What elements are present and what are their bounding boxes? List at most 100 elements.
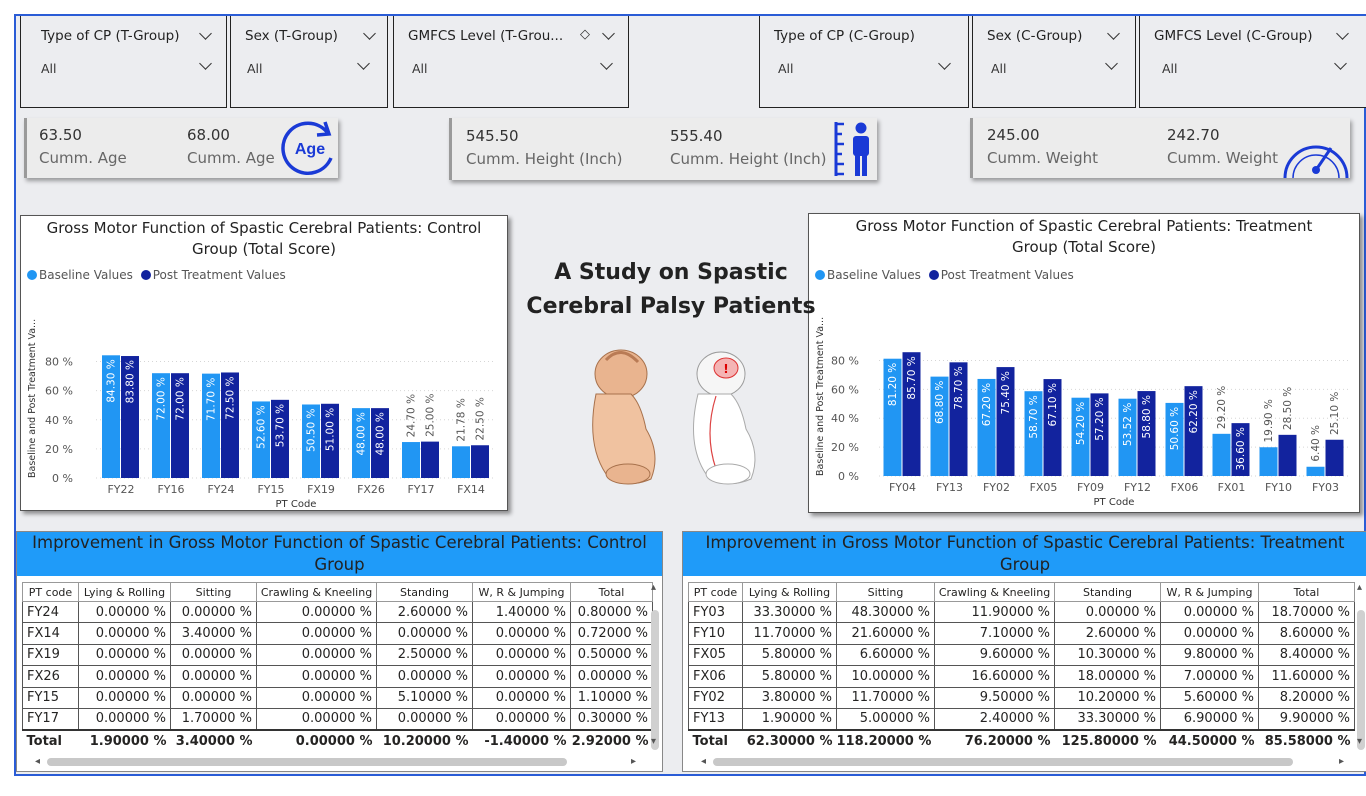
table-row[interactable]: FY13 1.90000 % 5.00000 % 2.40000 % 33.30000 … <box>688 707 1355 731</box>
x-axis-label: PT Code <box>276 499 317 510</box>
column-header[interactable]: PT code <box>688 582 743 602</box>
data-label: 19.90 % <box>1263 399 1275 442</box>
dropdown-chevron-icon[interactable] <box>600 56 613 72</box>
eraser-icon[interactable]: ◇ <box>580 27 590 42</box>
chevron-down-icon[interactable] <box>602 26 615 42</box>
table-row[interactable]: FY24 0.00000 % 0.00000 % 0.00000 % 2.60000 %… <box>22 600 653 624</box>
column-header[interactable]: PT code <box>22 582 79 602</box>
column-header[interactable]: Lying & Rolling <box>78 582 171 602</box>
chevron-down-icon[interactable] <box>1107 26 1120 42</box>
scroll-right-icon[interactable]: ▸ <box>1339 756 1345 767</box>
height-measure-icon <box>830 120 880 180</box>
bar-baseline-FY17 <box>402 442 420 478</box>
horizontal-scrollbar[interactable] <box>713 758 1293 766</box>
data-label: 67.10 % <box>1047 383 1059 426</box>
table-row[interactable]: FX26 0.00000 % 0.00000 % 0.00000 % 0.00000 %… <box>22 665 653 688</box>
table-cell: FX26 <box>22 665 79 688</box>
x-tick-label: FX01 <box>1218 481 1246 494</box>
table-cell: FY17 <box>22 707 79 731</box>
legend-post: Post Treatment Values <box>152 268 286 282</box>
bar-baseline-FX14 <box>452 446 470 478</box>
x-tick-label: FY13 <box>936 481 963 494</box>
column-header[interactable]: Standing <box>376 582 473 602</box>
column-header[interactable]: Lying & Rolling <box>742 582 837 602</box>
y-tick-label: 60 % <box>45 385 73 398</box>
chart-treatment-group[interactable]: Gross Motor Function of Spastic Cerebral… <box>808 213 1360 513</box>
table-row[interactable]: FY15 0.00000 % 0.00000 % 0.00000 % 5.10000 %… <box>22 686 653 709</box>
table-row[interactable]: FX14 0.00000 % 3.40000 % 0.00000 % 0.00000 %… <box>22 622 653 645</box>
table-row[interactable]: FX19 0.00000 % 0.00000 % 0.00000 % 2.50000 %… <box>22 643 653 667</box>
bar-chart-control: Baseline and Post Treatment Va... 0 % 20 %… <box>27 319 496 510</box>
table-cell: 6.60000 % <box>836 643 935 667</box>
table-cell: FY13 <box>688 707 743 731</box>
slicer-type-cp-c[interactable]: Type of CP (C-Group) All <box>759 16 969 108</box>
slicer-gmfcs-c[interactable]: GMFCS Level (C-Group) All <box>1139 16 1366 108</box>
slicer-gmfcs-t[interactable]: GMFCS Level (T-Grou... ◇ All <box>393 16 629 108</box>
table-row[interactable]: FY17 0.00000 % 1.70000 % 0.00000 % 0.00000 %… <box>22 707 653 731</box>
table-row[interactable]: FY03 33.30000 % 48.30000 % 11.90000 % 0.0000… <box>688 600 1355 624</box>
table-control-group[interactable]: Improvement in Gross Motor Function of S… <box>16 531 663 772</box>
table-cell: 6.90000 % <box>1160 707 1259 731</box>
y-tick-label: 0 % <box>52 472 73 485</box>
table-title: Improvement in Gross Motor Function of S… <box>683 532 1366 576</box>
scroll-down-icon[interactable]: ▾ <box>651 736 657 747</box>
chevron-down-icon[interactable] <box>1336 26 1349 42</box>
x-tick-label: FX05 <box>1030 481 1058 494</box>
chart-control-group[interactable]: Gross Motor Function of Spastic Cerebral… <box>20 215 508 511</box>
bar-post-FY15 <box>271 399 289 478</box>
table-cell: 0.00000 % <box>256 600 377 624</box>
chevron-down-icon[interactable] <box>199 26 212 42</box>
column-header[interactable]: Standing <box>1054 582 1161 602</box>
kpi-value: 242.70 <box>1167 126 1220 144</box>
table-cell: 1.70000 % <box>170 707 257 731</box>
dropdown-chevron-icon[interactable] <box>1105 56 1118 72</box>
scroll-right-icon[interactable]: ▸ <box>631 756 637 767</box>
data-label: 53.52 % <box>1122 403 1134 446</box>
chevron-down-icon[interactable] <box>363 26 376 42</box>
dropdown-chevron-icon[interactable] <box>938 56 951 72</box>
total-cell: 0.00000 % <box>256 728 377 752</box>
vertical-scrollbar[interactable] <box>1357 610 1365 750</box>
dropdown-chevron-icon[interactable] <box>199 56 212 72</box>
table-cell: FY15 <box>22 686 79 709</box>
table-row[interactable]: FY02 3.80000 % 11.70000 % 9.50000 % 10.20000… <box>688 686 1355 709</box>
scroll-down-icon[interactable]: ▾ <box>1357 736 1363 747</box>
total-cell: -1.40000 % <box>472 728 571 752</box>
table-cell: 0.00000 % <box>78 665 171 688</box>
column-header[interactable]: Crawling & Kneeling <box>934 582 1055 602</box>
slicer-sex-c[interactable]: Sex (C-Group) All <box>972 16 1136 108</box>
x-tick-label: FX06 <box>1171 481 1199 494</box>
column-header[interactable]: Total <box>570 582 653 602</box>
table-cell: 0.00000 % <box>256 622 377 645</box>
table-treatment-group[interactable]: Improvement in Gross Motor Function of S… <box>682 531 1366 772</box>
scroll-up-icon[interactable]: ▴ <box>1357 582 1363 593</box>
column-header[interactable]: W, R & Jumping <box>472 582 571 602</box>
horizontal-scrollbar[interactable] <box>47 758 567 766</box>
table-row[interactable]: FX06 5.80000 % 10.00000 % 16.60000 % 18.0000… <box>688 665 1355 688</box>
data-label: 36.60 % <box>1235 427 1247 470</box>
column-header[interactable]: W, R & Jumping <box>1160 582 1259 602</box>
x-tick-label: FY16 <box>157 483 184 496</box>
bar-baseline-FX06 <box>1165 402 1184 476</box>
data-label: 51.00 % <box>325 408 337 451</box>
column-header[interactable]: Sitting <box>170 582 257 602</box>
table-cell: 0.00000 % <box>256 665 377 688</box>
total-row: Total 62.30000 % 118.20000 % 76.20000 % 125.… <box>688 728 1355 752</box>
column-header[interactable]: Sitting <box>836 582 935 602</box>
table-row[interactable]: FX05 5.80000 % 6.60000 % 9.60000 % 10.30000 … <box>688 643 1355 667</box>
bar-baseline-FY04 <box>883 358 902 476</box>
scroll-up-icon[interactable]: ▴ <box>651 582 657 593</box>
slicer-sex-t[interactable]: Sex (T-Group) All <box>230 16 388 108</box>
scroll-left-icon[interactable]: ◂ <box>35 756 41 767</box>
column-header[interactable]: Total <box>1258 582 1355 602</box>
column-header[interactable]: Crawling & Kneeling <box>256 582 377 602</box>
dropdown-chevron-icon[interactable] <box>1334 56 1347 72</box>
table-cell: 5.10000 % <box>376 686 473 709</box>
vertical-scrollbar[interactable] <box>651 610 659 750</box>
dropdown-chevron-icon[interactable] <box>357 56 370 72</box>
scroll-left-icon[interactable]: ◂ <box>701 756 707 767</box>
data-label: 6.40 % <box>1310 425 1322 462</box>
kpi-label: Cumm. Age <box>187 149 275 167</box>
slicer-type-cp-t[interactable]: Type of CP (T-Group) All <box>20 16 227 108</box>
table-row[interactable]: FY10 11.70000 % 21.60000 % 7.10000 % 2.60000… <box>688 622 1355 645</box>
